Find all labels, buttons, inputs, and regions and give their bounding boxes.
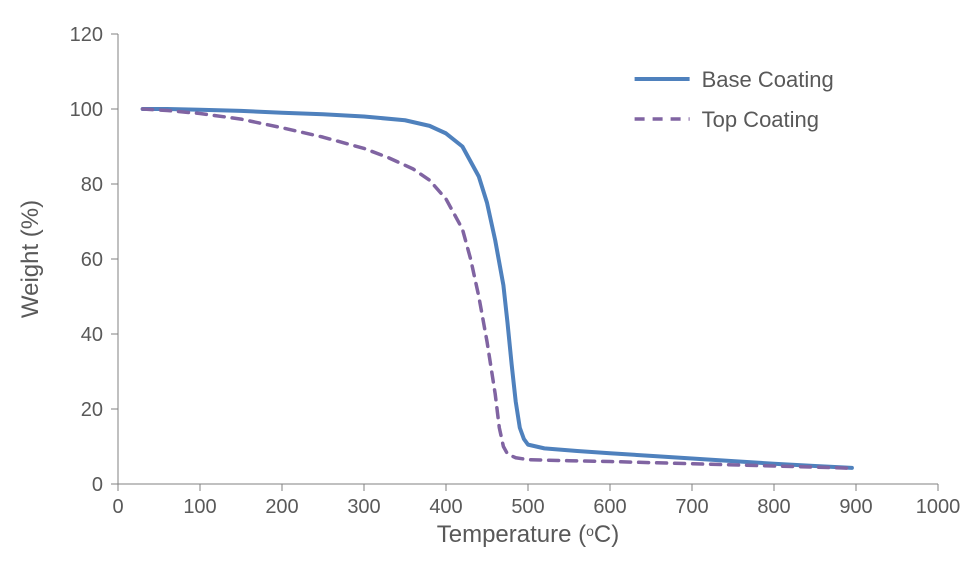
y-tick-label: 120 xyxy=(70,24,103,46)
y-tick-label: 60 xyxy=(81,249,103,271)
y-tick-label: 100 xyxy=(70,99,103,121)
x-tick-label: 600 xyxy=(593,496,626,518)
legend-label: Top Coating xyxy=(702,107,819,132)
tga-chart: 0 100 200 300 400 500 600 700 800 900 1000 0 20 40 60 8… xyxy=(0,0,978,578)
x-tick-label: 700 xyxy=(675,496,708,518)
y-tick-label: 80 xyxy=(81,174,103,196)
x-tick-label: 400 xyxy=(429,496,462,518)
y-tick-label: 0 xyxy=(92,474,103,496)
x-tick-label: 100 xyxy=(183,496,216,518)
x-tick-label: 0 xyxy=(112,496,123,518)
y-tick-label: 20 xyxy=(81,399,103,421)
y-tick-label: 40 xyxy=(81,324,103,346)
x-tick-label: 300 xyxy=(347,496,380,518)
x-tick-label: 900 xyxy=(839,496,872,518)
x-tick-label: 800 xyxy=(757,496,790,518)
y-axis-title: Weight (%) xyxy=(17,200,44,318)
x-tick-label: 200 xyxy=(265,496,298,518)
legend-label: Base Coating xyxy=(702,67,834,92)
x-tick-label: 1000 xyxy=(916,496,961,518)
chart-svg: 0 100 200 300 400 500 600 700 800 900 1000 0 20 40 60 8… xyxy=(0,0,978,578)
x-tick-label: 500 xyxy=(511,496,544,518)
